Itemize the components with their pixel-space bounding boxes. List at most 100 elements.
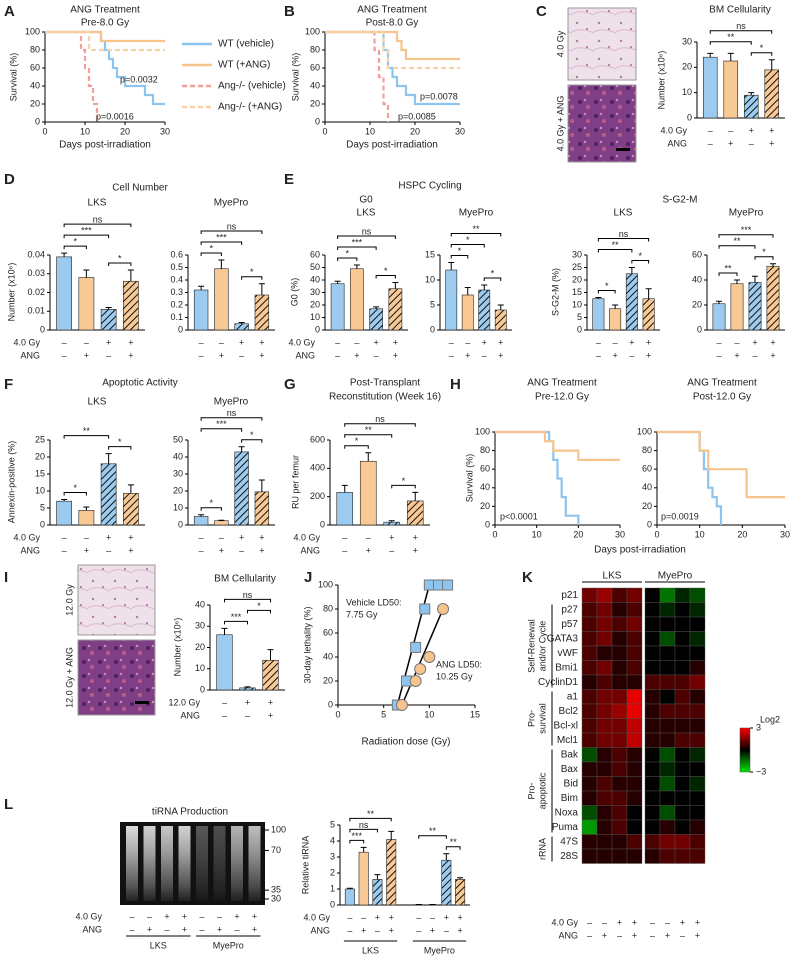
bar: [336, 492, 354, 526]
panel-subtitle: Reconstitution (Week 16): [329, 392, 441, 403]
point: [432, 579, 444, 591]
heatmap-cell: [611, 674, 628, 690]
significance-bracket: [241, 439, 263, 443]
bar: [764, 69, 780, 119]
heatmap-cell: [626, 834, 643, 850]
heatmap-cell: [596, 616, 613, 632]
treatment-mark: –: [245, 710, 250, 720]
y-tick-label: 50: [310, 262, 320, 272]
significance-bracket: [337, 246, 377, 250]
heatmap-cell: [689, 718, 706, 734]
significance-label: **: [450, 837, 458, 847]
heatmap-cell: [659, 776, 676, 792]
y-tick-label: 40: [323, 651, 333, 661]
y-tick-label: 60: [310, 249, 320, 259]
heatmap-cell: [689, 587, 706, 603]
survival-curve: [45, 30, 99, 122]
treatment-mark: +: [457, 912, 462, 922]
survival-curve: [325, 30, 390, 122]
heatmap-cell: [581, 776, 598, 792]
y-tick-label: 25: [35, 434, 45, 444]
treatment-mark: –: [617, 930, 622, 940]
heatmap-cell: [689, 805, 706, 821]
x-tick-label: 0: [42, 126, 47, 136]
y-tick-label: 10: [682, 87, 692, 97]
heatmap-cell: [626, 732, 643, 748]
row-label: a1: [567, 691, 579, 702]
treatment-mark: +: [770, 337, 775, 347]
heatmap-cell: [581, 747, 598, 763]
significance-bracket: [597, 249, 633, 253]
heatmap-cell: [674, 602, 691, 618]
treatment-mark: +: [219, 545, 224, 555]
row-label: Mcl1: [557, 735, 579, 746]
treatment-mark: +: [259, 532, 264, 542]
heatmap-cell: [659, 819, 676, 835]
fit-line: [401, 608, 444, 706]
treatment-mark: –: [629, 350, 634, 360]
group-title: LKS: [88, 198, 107, 209]
treatment-mark: –: [374, 350, 379, 360]
significance-label: *: [209, 498, 213, 508]
heatmap-cell: [626, 616, 643, 632]
significance-label: *: [638, 251, 642, 261]
treatment-mark: +: [734, 350, 739, 360]
heatmap-cell: [626, 703, 643, 719]
y-tick-label: 20: [35, 451, 45, 461]
treatment-mark: –: [222, 710, 227, 720]
error-bar: [412, 491, 419, 501]
gel-lane: [161, 826, 173, 901]
heatmap-cell: [659, 631, 676, 647]
y-tick-label: 0.3: [170, 287, 183, 297]
treatment-mark: +: [84, 545, 89, 555]
significance-bracket: [337, 235, 396, 239]
heatmap-cell: [596, 776, 613, 792]
significance-bracket: [108, 446, 132, 450]
heatmap-cell: [626, 805, 643, 821]
significance-bracket: [200, 230, 263, 234]
error-bar: [707, 52, 714, 58]
y-tick-label: 20: [480, 501, 490, 511]
y-tick-label: 20: [195, 642, 205, 652]
row-group-label: Self-Renewal: [526, 619, 536, 673]
bar: [359, 460, 377, 526]
treatment-mark: –: [199, 350, 204, 360]
treatment-mark: –: [106, 545, 111, 555]
bar: [214, 520, 229, 526]
heatmap-cell: [611, 805, 628, 821]
heatmap-cell: [581, 631, 598, 647]
survival-curve: [45, 30, 165, 52]
y-tick-label: 40: [30, 80, 40, 90]
marker-label: 100: [271, 824, 286, 834]
y-tick-label: 10: [310, 312, 320, 322]
error-bar: [443, 853, 450, 861]
x-tick-label: 10: [365, 126, 375, 136]
bar: [234, 323, 249, 331]
panel-letter: E: [284, 171, 294, 188]
treatment-mark: +: [366, 545, 371, 555]
treatment-mark: +: [769, 125, 774, 135]
heatmap-cell: [659, 703, 676, 719]
significance-bracket: [241, 276, 263, 280]
histology-image: [77, 564, 156, 636]
y-axis-label: 30-day lethality (%): [302, 606, 312, 683]
treatment-mark: +: [430, 925, 435, 935]
y-tick-label: 20: [310, 98, 320, 108]
panel-subtitle: Post-12.0 Gy: [693, 392, 751, 403]
treatment-mark: +: [259, 350, 264, 360]
heatmap-cell: [611, 747, 628, 763]
significance-bracket: [200, 507, 222, 511]
heatmap-cell: [689, 848, 706, 864]
colorbar-label: Log2: [760, 714, 780, 724]
x-axis-label: Radiation dose (Gy): [362, 737, 451, 748]
image-label: 4.0 Gy + ANG: [555, 96, 565, 152]
significance-label: ***: [216, 232, 227, 242]
heatmap-cell: [596, 689, 613, 705]
heatmap-cell: [659, 645, 676, 661]
significance-label: ns: [227, 221, 237, 231]
annotation: p=0.0032: [120, 74, 158, 84]
treatment-mark: +: [252, 924, 257, 934]
bar: [254, 294, 270, 331]
treatment-mark: –: [449, 350, 454, 360]
treatment-mark: –: [366, 532, 371, 542]
